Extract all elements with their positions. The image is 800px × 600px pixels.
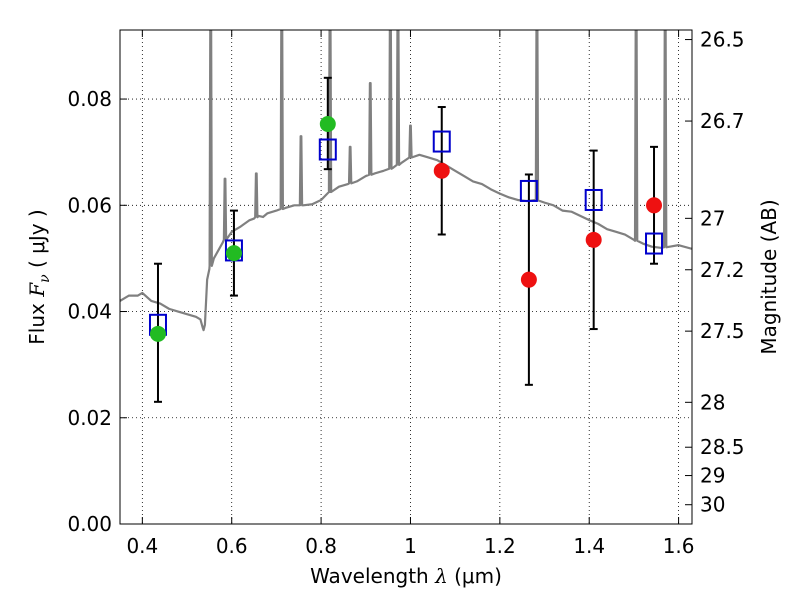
y2-tick-label: 26.7	[700, 109, 745, 133]
y2-tick-label: 28	[700, 390, 725, 414]
y-axis-label: Flux Fν ( μJy )	[25, 209, 53, 344]
y-tick-label: 0.02	[67, 406, 112, 430]
x-tick-label: 0.4	[126, 534, 158, 558]
photometry-point	[433, 162, 450, 179]
x-tick-label: 1.4	[573, 534, 605, 558]
model-photometry-square	[645, 232, 664, 255]
y2-tick-label: 27.5	[700, 319, 745, 343]
y2-tick-label: 28.5	[700, 435, 745, 459]
photometry-point	[149, 325, 166, 342]
y2-axis-label: Magnitude (AB)	[757, 199, 781, 354]
y-tick-label: 0.08	[67, 87, 112, 111]
y2-tick-label: 30	[700, 493, 725, 517]
x-tick-label: 0.8	[305, 534, 337, 558]
y2-tick-label: 27.2	[700, 258, 745, 282]
photometry-point	[646, 197, 663, 214]
photometry-point	[319, 116, 336, 133]
y2-tick-label: 29	[700, 464, 725, 488]
model-photometry-square	[519, 179, 538, 202]
photometry-point	[520, 271, 537, 288]
model-photometry-square	[584, 188, 603, 211]
y2-tick-label: 26.5	[700, 28, 745, 52]
grid	[120, 30, 692, 524]
tick-layer: 0.4 0.6 0.8 1 1.2 1.4 1.6 0.00 0.02 0.04 0.06 0.08 2…	[67, 28, 744, 558]
y-tick-label: 0.06	[67, 193, 112, 217]
plot-background	[120, 30, 692, 524]
plot-frame	[119, 29, 693, 525]
photometry-point	[585, 231, 602, 248]
x-tick-label: 1.6	[663, 534, 695, 558]
x-tick-label: 1	[404, 534, 417, 558]
photometry-point	[225, 245, 242, 262]
y2-tick-label: 27	[700, 206, 725, 230]
marker-layer	[148, 116, 664, 342]
x-axis-label: Wavelength λ (μm)	[310, 564, 502, 588]
model-photometry-square	[318, 138, 337, 161]
model-spectrum-line	[120, 30, 692, 332]
model-photometry-square	[432, 130, 451, 153]
x-tick-label: 0.6	[216, 534, 248, 558]
y-tick-label: 0.00	[67, 512, 112, 536]
y-tick-label: 0.04	[67, 300, 112, 324]
x-tick-label: 1.2	[484, 534, 516, 558]
spectrum-layer	[120, 30, 692, 332]
